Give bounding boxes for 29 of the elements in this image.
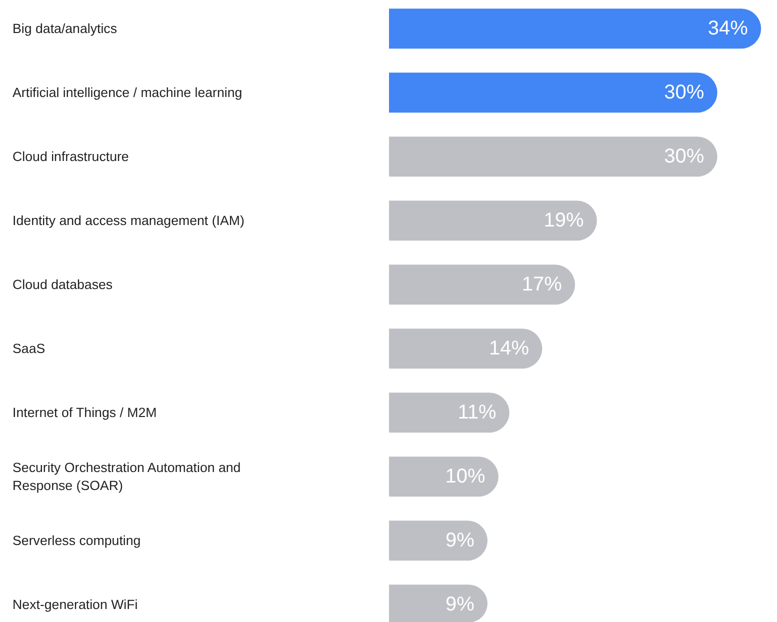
data-label: 34% (708, 18, 748, 40)
y-tick-label: Next-generation WiFi (12, 597, 138, 612)
data-label: 11% (458, 402, 496, 424)
y-tick-label: Internet of Things / M2M (12, 405, 157, 420)
bar (389, 136, 718, 177)
data-label: 19% (544, 210, 584, 232)
data-label: 17% (522, 274, 562, 296)
bar (389, 264, 576, 305)
bar (389, 520, 488, 561)
y-tick-label: Big data/analytics (12, 21, 118, 36)
bar (389, 200, 597, 241)
data-label: 9% (445, 530, 475, 552)
y-tick-label: Cloud infrastructure (12, 149, 129, 164)
y-tick-label: Artificial intelligence / machine learning (12, 85, 242, 100)
bar (389, 392, 510, 433)
bar (389, 72, 718, 113)
data-label: 9% (445, 594, 475, 616)
data-label: 30% (664, 82, 704, 104)
data-label: 30% (664, 146, 704, 168)
bar (389, 8, 762, 49)
data-label: 14% (489, 338, 530, 360)
y-tick-label: SaaS (12, 341, 46, 356)
bar (389, 328, 542, 369)
y-tick-label: Identity and access management (IAM) (12, 213, 244, 228)
y-tick-label: Serverless computing (12, 533, 141, 548)
bar (389, 456, 498, 497)
data-label: 10% (445, 466, 486, 488)
y-tick-label: Cloud databases (12, 277, 113, 292)
y-tick-label: Security Orchestration Automation and Response (SOAR) (12, 460, 241, 494)
